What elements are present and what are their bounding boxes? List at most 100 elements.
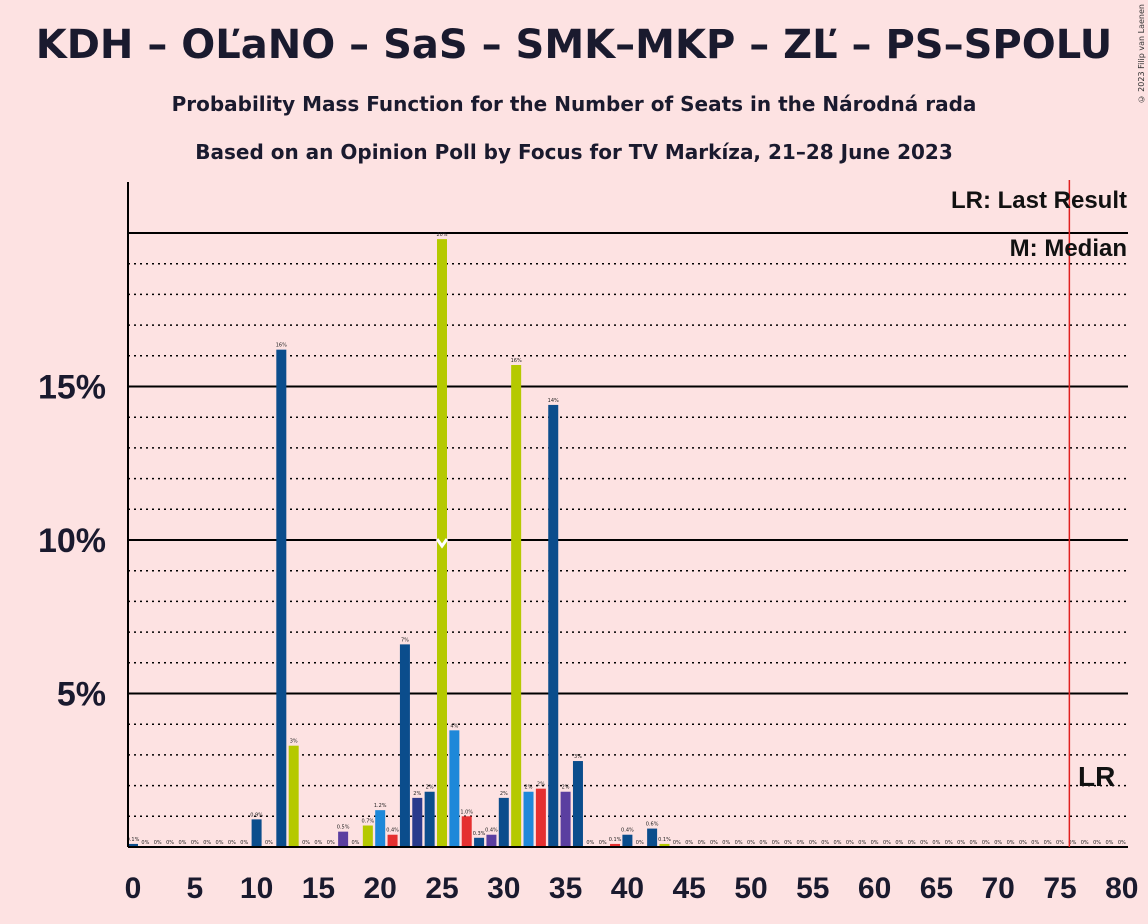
- bar-label: 16%: [511, 358, 522, 364]
- bar-label: 0%: [216, 840, 224, 846]
- bar-label: 0%: [154, 840, 162, 846]
- bar-label: 0%: [982, 840, 990, 846]
- bar-label: 0%: [994, 840, 1002, 846]
- bar-label: 0%: [920, 840, 928, 846]
- bar-seat-12: [276, 349, 287, 847]
- bar-seat-36: [572, 761, 583, 847]
- x-tick-label: 30: [487, 872, 520, 905]
- legend-last-result: LR: Last Result: [951, 187, 1127, 214]
- x-tick-label: 55: [796, 872, 829, 905]
- bar-seat-39: [610, 843, 621, 847]
- y-tick-label: 10%: [38, 522, 106, 560]
- x-tick-label: 60: [858, 872, 891, 905]
- gridlines: [128, 232, 1128, 818]
- bar-label: 0.3%: [473, 831, 486, 837]
- bar-label: 14%: [548, 398, 559, 404]
- bar-seat-27: [461, 816, 472, 847]
- bar-label: 0%: [796, 840, 804, 846]
- bar-seat-19: [362, 825, 373, 847]
- bar-label: 0%: [1093, 840, 1101, 846]
- bar-seat-31: [511, 365, 522, 847]
- bar-seat-35: [560, 791, 571, 847]
- bar-label: 0%: [314, 840, 322, 846]
- bar-label: 0%: [1007, 840, 1015, 846]
- median-marker-icon: [435, 538, 449, 549]
- bar-label: 0%: [970, 840, 978, 846]
- bar-seat-42: [647, 828, 658, 847]
- bar-label: 2%: [537, 782, 545, 788]
- bar-seat-10: [251, 819, 262, 847]
- bar-label: 0%: [722, 840, 730, 846]
- bar-seat-34: [548, 404, 559, 847]
- bar-seat-26: [449, 730, 460, 847]
- bar-seat-29: [486, 834, 497, 847]
- chart-title: KDH – OĽaNO – SaS – SMK–MKP – ZĽ – PS–SP…: [35, 22, 1113, 68]
- bar-seat-20: [375, 810, 386, 847]
- bar-seat-30: [498, 797, 509, 847]
- bar-label: 0%: [710, 840, 718, 846]
- bar-seat-40: [622, 834, 633, 847]
- x-tick-label: 0: [125, 872, 142, 905]
- bar-seat-13: [288, 745, 299, 847]
- bar-label: 0%: [240, 840, 248, 846]
- x-tick-label: 50: [734, 872, 767, 905]
- bar-label: 0%: [1068, 840, 1076, 846]
- bar-label: 0%: [871, 840, 879, 846]
- bar-label: 0%: [599, 840, 607, 846]
- x-tick-label: 75: [1043, 872, 1076, 905]
- x-tick-label: 40: [611, 872, 644, 905]
- bar-seat-32: [523, 791, 534, 847]
- bar-label: 0.4%: [485, 828, 498, 834]
- x-tick-label: 5: [186, 872, 203, 905]
- x-tick-label: 70: [982, 872, 1015, 905]
- x-tick-label: 25: [425, 872, 458, 905]
- bar-label: 0.4%: [621, 828, 634, 834]
- bar-label: 0%: [141, 840, 149, 846]
- y-tick-label: 5%: [57, 676, 106, 714]
- bar-label: 0%: [228, 840, 236, 846]
- bar-seat-17: [338, 831, 349, 847]
- bar-seat-23: [412, 797, 423, 847]
- x-tick-label: 45: [673, 872, 706, 905]
- bar-label: 0%: [1105, 840, 1113, 846]
- bar-seat-0: [128, 843, 138, 847]
- bar-label: 0%: [166, 840, 174, 846]
- bar-label: 0%: [834, 840, 842, 846]
- x-tick-label: 80: [1105, 872, 1138, 905]
- chart-subtitle: Probability Mass Function for the Number…: [171, 92, 977, 116]
- bar-label: 0%: [1044, 840, 1052, 846]
- bar-label: 0.7%: [361, 819, 374, 825]
- bar-label: 1.2%: [374, 803, 387, 809]
- bar-label: 0%: [895, 840, 903, 846]
- bar-label: 0%: [784, 840, 792, 846]
- bar-seat-22: [399, 644, 410, 847]
- bar-label: 0.4%: [386, 828, 399, 834]
- bar-label: 2%: [413, 791, 421, 797]
- bar-label: 0%: [945, 840, 953, 846]
- bar-label: 0%: [1056, 840, 1064, 846]
- bar-label: 2%: [426, 785, 434, 791]
- bar-label: 0%: [327, 840, 335, 846]
- bar-label: 0%: [846, 840, 854, 846]
- bar-seat-28: [474, 837, 485, 847]
- bar-label: 0%: [858, 840, 866, 846]
- bar-label: 0%: [1081, 840, 1089, 846]
- bar-seat-21: [387, 834, 398, 847]
- bar-label: 0%: [1118, 840, 1126, 846]
- bar-label: 0.5%: [337, 825, 350, 831]
- bar-label: 0%: [809, 840, 817, 846]
- x-tick-label: 35: [549, 872, 582, 905]
- last-result-marker: LR: [1078, 761, 1115, 792]
- bar-label: 0%: [586, 840, 594, 846]
- bar-value-labels: 0.1%0% 0% 0% 0% 0% 0% 0% 0% 0%0.9%0%16%3%0% 0% 0%0…: [127, 232, 1126, 846]
- bar-label: 0.6%: [646, 822, 659, 828]
- bars: [128, 239, 670, 847]
- bar-label: 0%: [821, 840, 829, 846]
- overlay: [435, 180, 1071, 847]
- bar-label: 4%: [450, 723, 458, 729]
- x-tick-label: 65: [920, 872, 953, 905]
- bar-label: 0%: [178, 840, 186, 846]
- axes: 5% 10% 15% 0 5 10 15 20 25 30 35 40 45 50 55 60 65 70 75 80: [38, 182, 1138, 905]
- bar-label: 3%: [290, 739, 298, 745]
